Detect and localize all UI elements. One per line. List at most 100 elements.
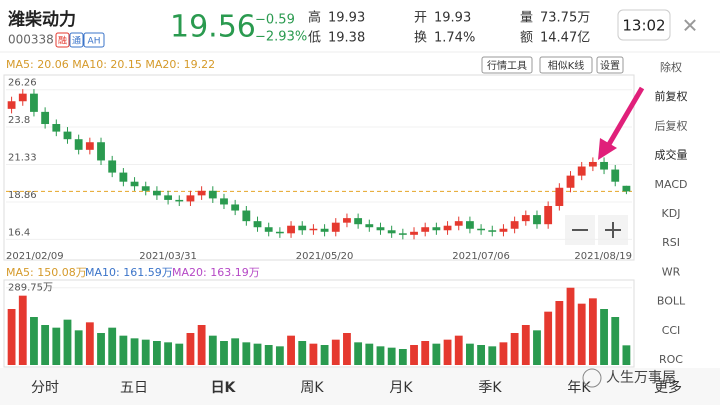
candle-body: [85, 142, 94, 150]
candle-body: [488, 230, 497, 232]
volume-bar: [544, 311, 553, 365]
sidebar-item[interactable]: 后复权: [655, 118, 688, 132]
volume-bar: [331, 339, 340, 365]
candle-body: [410, 231, 418, 235]
volume-bar: [443, 339, 452, 365]
chart-frame: [3, 74, 635, 261]
tab[interactable]: 日K: [211, 380, 237, 396]
sidebar-item[interactable]: MACD: [655, 178, 688, 191]
volume-bar: [533, 330, 541, 365]
volume-bar: [398, 349, 407, 365]
candle-body: [18, 93, 27, 102]
candle-body: [141, 186, 150, 191]
sidebar-item[interactable]: 除权: [660, 60, 682, 74]
volume-bar: [164, 342, 173, 365]
volume-bar: [141, 339, 150, 365]
vol-ma5: MA5: 150.08万: [6, 266, 87, 279]
volume-bar: [41, 325, 50, 365]
candle-body: [432, 227, 441, 231]
volume-bar: [421, 341, 430, 365]
candle-body: [220, 198, 228, 205]
stat-label: 高: [308, 10, 321, 26]
volume-bar: [74, 330, 83, 365]
candle-body: [521, 215, 530, 222]
tab[interactable]: 五日: [120, 380, 148, 396]
sidebar-item[interactable]: BOLL: [657, 295, 686, 308]
close-button[interactable]: ✕: [682, 14, 699, 38]
volume-bar: [365, 343, 374, 365]
candle-body: [287, 225, 295, 234]
watermark: 人生万事屋: [606, 370, 676, 386]
sidebar-item[interactable]: 前复权: [655, 89, 688, 103]
candle-body: [275, 231, 284, 234]
candle-body: [164, 195, 173, 200]
tool-button[interactable]: [481, 56, 533, 74]
volume-bar: [18, 295, 27, 365]
candle-body: [52, 124, 61, 132]
sidebar-item[interactable]: CCI: [662, 324, 681, 337]
volume-bar: [465, 343, 474, 365]
volume-bar: [622, 345, 631, 365]
volume-bar: [611, 317, 620, 365]
tool-button[interactable]: [596, 56, 624, 74]
tab[interactable]: 年K: [567, 380, 591, 396]
candle-body: [253, 221, 262, 228]
tab[interactable]: 更多: [654, 379, 682, 396]
candle-body: [343, 218, 351, 223]
sidebar-item[interactable]: RSI: [662, 236, 680, 249]
volume-bar: [186, 333, 195, 365]
tool-label: 相似K线: [548, 59, 585, 72]
candle-body: [197, 190, 206, 196]
candle-body: [298, 225, 307, 231]
candle-body: [242, 210, 251, 222]
volume-bar: [432, 343, 441, 365]
volume-bar: [298, 341, 307, 365]
candle-body: [387, 230, 396, 234]
volume-bar: [175, 343, 184, 365]
tab[interactable]: 月K: [389, 380, 413, 396]
volume-bar: [410, 345, 418, 365]
volume-bar: [108, 327, 117, 365]
volume-bar: [577, 303, 586, 365]
vol-ma20: MA20: 163.19万: [172, 266, 260, 279]
tool-button[interactable]: [539, 56, 593, 74]
zoom-in-icon: [605, 222, 621, 238]
volume-bar: [63, 319, 72, 365]
candle-body: [588, 161, 597, 167]
tab[interactable]: 周K: [300, 380, 324, 396]
badge-box: [69, 32, 84, 48]
sidebar-item[interactable]: 成交量: [655, 148, 688, 162]
candle-body: [421, 227, 430, 232]
sidebar-item[interactable]: WR: [662, 265, 681, 278]
volume-bar: [488, 346, 497, 365]
sidebar-item[interactable]: KDJ: [662, 207, 681, 220]
candle-body: [622, 185, 631, 192]
badge: 通: [72, 36, 81, 47]
candle-body: [309, 228, 318, 231]
volume-bar: [220, 341, 228, 365]
time-box: [617, 9, 671, 41]
tool-label: 设置: [600, 60, 620, 72]
stat-value: 19.93: [328, 11, 365, 26]
tab[interactable]: 季K: [478, 380, 502, 396]
tab[interactable]: 分时: [31, 380, 59, 396]
badge: 融: [58, 36, 67, 47]
volume-bar: [119, 335, 128, 365]
candle-body: [354, 218, 363, 225]
ma-text: MA5: 20.06 MA10: 20.15 MA20: 19.22: [6, 58, 215, 71]
stat-value: 19.38: [328, 31, 365, 46]
volume-bar: [52, 327, 61, 365]
volume-bar: [197, 325, 206, 365]
candle-body: [119, 172, 128, 182]
volume-bar: [208, 335, 217, 365]
candle-body: [611, 169, 620, 182]
volume-bar: [320, 345, 329, 365]
candle-body: [175, 199, 184, 202]
volume-bar: [97, 333, 105, 365]
volume-bar: [7, 309, 16, 365]
candle-body: [186, 195, 195, 202]
candle-body: [555, 187, 564, 206]
volume-bar: [510, 333, 519, 365]
sidebar-item[interactable]: ROC: [659, 353, 683, 366]
arrow-head: [598, 138, 617, 160]
